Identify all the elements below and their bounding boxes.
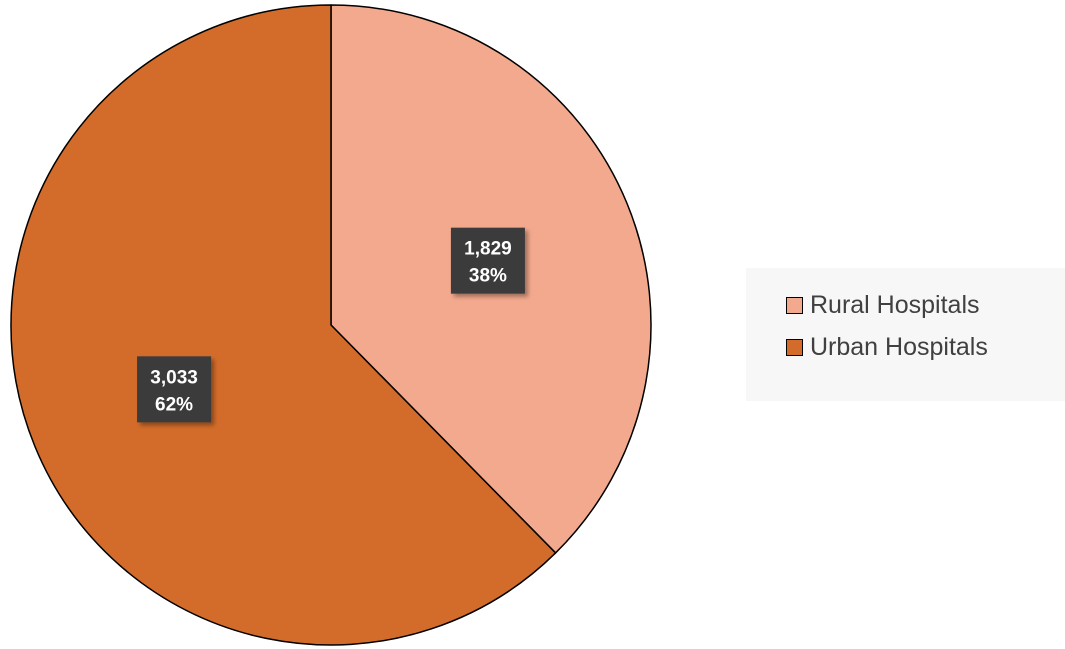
legend-item-rural[interactable]: Rural Hospitals [786, 288, 1065, 322]
legend-item-urban[interactable]: Urban Hospitals [786, 330, 1065, 364]
legend-label-urban: Urban Hospitals [810, 332, 988, 361]
data-label-percent-rural: 38% [469, 266, 507, 287]
data-label-percent-urban: 62% [155, 394, 193, 415]
legend: Rural Hospitals Urban Hospitals [746, 268, 1065, 401]
data-label-rural: 1,829 38% [450, 227, 525, 294]
legend-label-rural: Rural Hospitals [810, 290, 980, 319]
data-label-value-urban: 3,033 [150, 367, 198, 388]
data-label-box-urban [137, 356, 212, 423]
legend-swatch-urban [786, 338, 803, 356]
data-label-urban: 3,033 62% [137, 356, 212, 423]
data-label-box-rural [450, 227, 525, 294]
pie-slice-urban[interactable] [10, 4, 557, 646]
data-label-value-rural: 1,829 [464, 239, 512, 260]
legend-swatch-rural [786, 296, 803, 314]
